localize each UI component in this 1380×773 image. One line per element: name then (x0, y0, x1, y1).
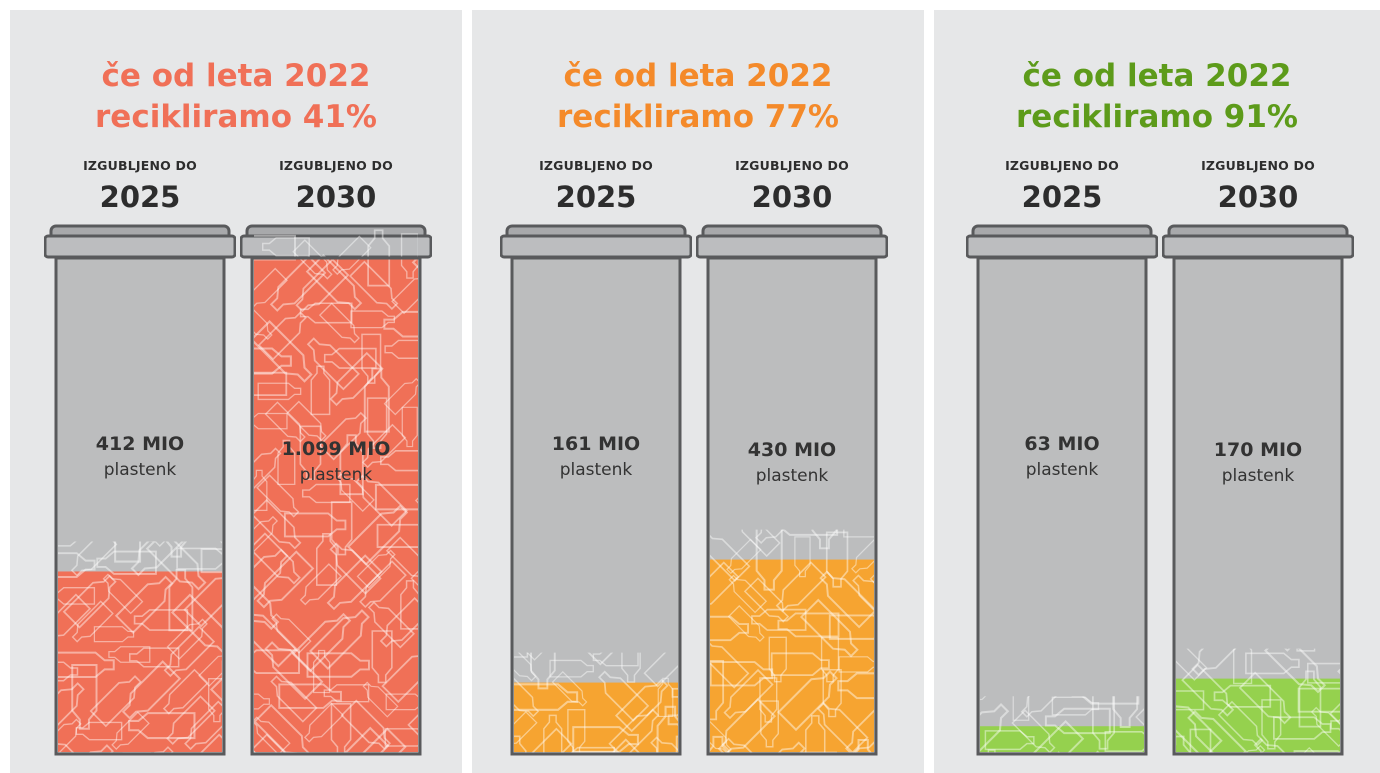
bin-value: 430 MIO (747, 439, 837, 461)
scenario-title: če od leta 2022 recikliramo 41% (10, 56, 462, 138)
bin-value: 161 MIO (551, 433, 641, 455)
bin-lid (500, 234, 692, 259)
bin-lid (44, 234, 236, 259)
bottle-pattern (514, 652, 678, 754)
bin-label: IZGUBLJENO DO (539, 158, 653, 173)
bin-2025: IZGUBLJENO DO 2025 161 MIO plastenk (500, 158, 692, 758)
scenario-panel-77: če od leta 2022 recikliramo 77% IZGUBLJE… (472, 10, 924, 773)
title-line-2: recikliramo 77% (557, 99, 839, 135)
bin-outline (250, 256, 422, 756)
bin-fill-level (710, 559, 874, 752)
bin-unit: plastenk (1025, 460, 1099, 480)
trash-bin-icon (44, 224, 236, 756)
bin-2025: IZGUBLJENO DO 2025 63 MIO plastenk (966, 158, 1158, 758)
bin-2030: IZGUBLJENO DO 2030 430 MIO plastenk (696, 158, 888, 758)
bin-fill-level (514, 682, 678, 752)
bin-outline (706, 256, 878, 756)
bin-year: 2030 (751, 180, 833, 214)
bin-lid (1162, 234, 1354, 259)
bin-unit: plastenk (299, 465, 373, 485)
bottle-pattern (710, 529, 874, 754)
bin-body (510, 256, 682, 756)
scenario-title: če od leta 2022 recikliramo 77% (472, 56, 924, 138)
bin-label: IZGUBLJENO DO (1005, 158, 1119, 173)
bin-label: IZGUBLJENO DO (83, 158, 197, 173)
bin-unit: plastenk (1221, 466, 1295, 486)
bin-fill-level (254, 258, 418, 752)
bin-value: 1.099 MIO (281, 438, 391, 460)
title-line-1: če od leta 2022 (1022, 58, 1292, 94)
bin-2030: IZGUBLJENO DO 2030 1.099 MIO plastenk (240, 158, 432, 758)
bin-lid (966, 234, 1158, 259)
bin-year: 2025 (99, 180, 181, 214)
bin-year: 2025 (1021, 180, 1103, 214)
bin-label: IZGUBLJENO DO (735, 158, 849, 173)
bottle-pattern (980, 696, 1144, 754)
bottle-pattern (58, 541, 222, 754)
bin-value: 170 MIO (1213, 439, 1303, 461)
bin-year: 2030 (295, 180, 377, 214)
bin-fill-level (58, 571, 222, 752)
bin-value: 412 MIO (95, 433, 185, 455)
bin-unit: plastenk (755, 466, 829, 486)
bottle-pattern (1176, 648, 1340, 754)
bin-outline (510, 256, 682, 756)
bin-unit: plastenk (103, 460, 177, 480)
bottle-pattern (254, 229, 418, 754)
scenario-title: če od leta 2022 recikliramo 91% (934, 56, 1380, 138)
bin-label: IZGUBLJENO DO (279, 158, 393, 173)
bin-lid (240, 234, 432, 259)
bin-outline (976, 256, 1148, 756)
bin-outline (54, 256, 226, 756)
bin-fill-level (980, 726, 1144, 752)
trash-bin-icon (696, 224, 888, 756)
scenario-panel-41: če od leta 2022 recikliramo 41% IZGUBLJE… (10, 10, 462, 773)
bin-label: IZGUBLJENO DO (1201, 158, 1315, 173)
bin-outline (1172, 256, 1344, 756)
title-line-2: recikliramo 91% (1016, 99, 1298, 135)
bin-unit: plastenk (559, 460, 633, 480)
scenario-panel-91: če od leta 2022 recikliramo 91% IZGUBLJE… (934, 10, 1380, 773)
bin-year: 2030 (1217, 180, 1299, 214)
bin-value: 63 MIO (1024, 433, 1100, 455)
title-line-2: recikliramo 41% (95, 99, 377, 135)
trash-bin-icon (1162, 224, 1354, 756)
trash-bin-icon (240, 224, 432, 756)
bin-year: 2025 (555, 180, 637, 214)
title-line-1: če od leta 2022 (101, 58, 371, 94)
bin-2025: IZGUBLJENO DO 2025 412 MIO plastenk (44, 158, 236, 758)
bin-2030: IZGUBLJENO DO 2030 170 MIO plastenk (1162, 158, 1354, 758)
bin-lid (696, 234, 888, 259)
trash-bin-icon (966, 224, 1158, 756)
title-line-1: če od leta 2022 (563, 58, 833, 94)
bin-body (1172, 256, 1344, 756)
bin-fill-level (1176, 678, 1340, 752)
bin-body (976, 256, 1148, 756)
trash-bin-icon (500, 224, 692, 756)
